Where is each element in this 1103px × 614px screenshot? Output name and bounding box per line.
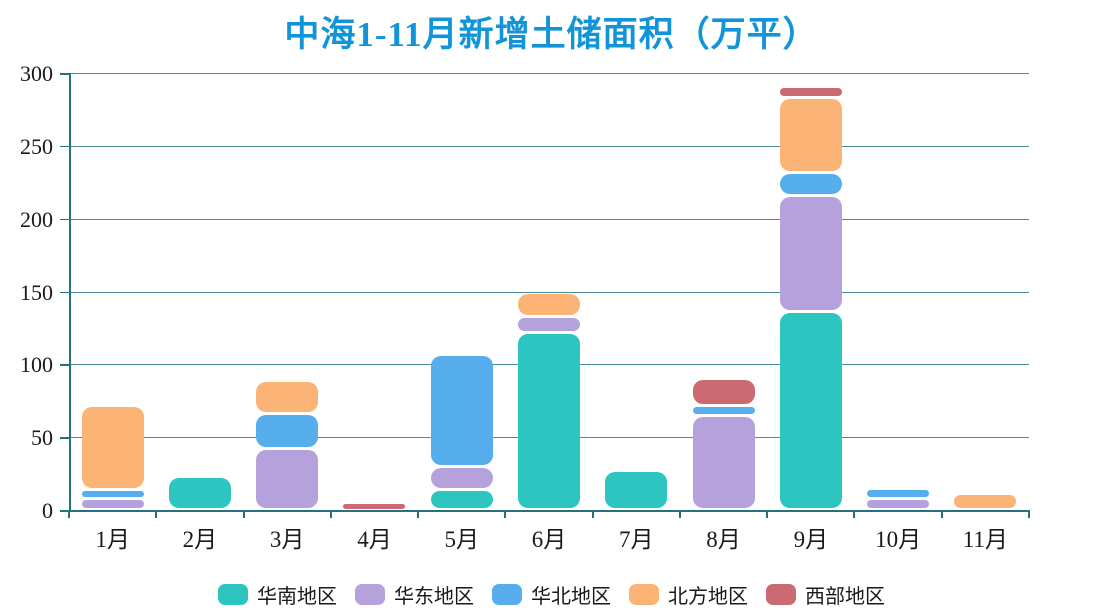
x-axis-category-label: 11月: [962, 527, 1008, 552]
y-axis-tick-label: 250: [20, 133, 53, 159]
legend-item-华南地区[interactable]: 华南地区: [218, 580, 337, 609]
bar-segment-华南地区: [605, 472, 668, 509]
y-axis-tick-label: 50: [31, 425, 53, 451]
legend-swatch-icon: [629, 584, 659, 605]
x-axis-line: [69, 510, 1029, 512]
bar-segment-华东地区: [867, 499, 930, 509]
bar-segment-北方地区: [954, 495, 1017, 509]
legend-swatch-icon: [218, 584, 248, 605]
bar-segment-华北地区: [430, 355, 493, 465]
legend-item-华东地区[interactable]: 华东地区: [355, 580, 474, 609]
y-axis-tick-label: 150: [20, 279, 53, 305]
bar-segment-华南地区: [518, 333, 580, 509]
y-axis-tick-label: 200: [20, 206, 53, 232]
x-axis-category-label: 7月: [619, 527, 654, 552]
x-axis-category-label: 6月: [531, 527, 567, 552]
legend-label: 华东地区: [394, 586, 474, 608]
y-tick: [60, 73, 69, 75]
bar-segment-北方地区: [256, 381, 319, 413]
bar-segment-华东地区: [430, 467, 493, 489]
legend-item-北方地区[interactable]: 北方地区: [629, 580, 748, 609]
bar-segment-华东地区: [518, 317, 580, 331]
bar-segment-西部地区: [779, 87, 842, 97]
gridline: [69, 291, 1029, 293]
legend-label: 北方地区: [668, 586, 748, 608]
x-tick: [329, 510, 332, 518]
x-axis-category-label: 8月: [706, 527, 741, 552]
x-axis-category-label: 1月: [95, 527, 130, 552]
y-axis-tick-label: 100: [20, 352, 53, 378]
y-axis-tick-label: 0: [42, 498, 53, 523]
x-tick: [1028, 510, 1030, 518]
bar-segment-华东地区: [779, 196, 842, 311]
x-tick: [68, 510, 70, 518]
y-axis-tick-label: 300: [20, 61, 53, 86]
legend-label: 华南地区: [257, 586, 337, 608]
y-tick: [60, 218, 69, 221]
bar-segment-西部地区: [343, 503, 406, 509]
bar-segment-华北地区: [779, 173, 842, 194]
y-tick: [60, 145, 69, 148]
x-tick: [853, 510, 856, 518]
x-axis-category-label: 10月: [875, 527, 922, 552]
x-tick: [766, 510, 769, 518]
legend: 华南地区 华东地区 华北地区 北方地区 西部地区: [0, 580, 1103, 609]
bar-segment-北方地区: [779, 99, 842, 171]
legend-item-西部地区[interactable]: 西部地区: [766, 580, 885, 609]
x-axis-category-label: 2月: [182, 527, 218, 552]
x-tick: [940, 510, 943, 518]
bar-segment-华南地区: [430, 491, 493, 509]
x-axis-category-label: 5月: [444, 527, 479, 552]
bar-segment-西部地区: [692, 380, 755, 404]
x-tick: [417, 510, 420, 518]
x-tick: [242, 510, 245, 518]
legend-swatch-icon: [355, 584, 385, 605]
gridline: [69, 218, 1029, 220]
chart-title: 中海1-11月新增土储面积（万平）: [284, 15, 819, 54]
x-tick: [678, 510, 681, 518]
y-tick: [60, 291, 69, 293]
x-axis-category-label: 4月: [357, 527, 392, 552]
bar-segment-华北地区: [81, 491, 144, 497]
legend-label: 华北地区: [531, 586, 611, 608]
gridline: [69, 73, 1029, 74]
bar-segment-华北地区: [692, 406, 755, 414]
bar-segment-华北地区: [256, 415, 319, 448]
bar-segment-华东地区: [81, 499, 144, 509]
y-axis-line: [69, 73, 71, 512]
x-axis-category-label: 9月: [793, 527, 829, 552]
bar-segment-北方地区: [81, 406, 144, 489]
bar-segment-华南地区: [168, 477, 231, 509]
legend-swatch-icon: [766, 584, 796, 605]
x-tick: [155, 510, 158, 518]
y-tick: [60, 510, 69, 512]
x-tick: [504, 510, 507, 518]
bar-segment-华南地区: [779, 313, 842, 509]
bar-segment-华东地区: [256, 450, 319, 509]
bar-segment-北方地区: [518, 294, 580, 315]
x-tick: [591, 510, 594, 518]
bar-segment-华北地区: [867, 489, 930, 497]
legend-swatch-icon: [492, 584, 522, 605]
y-tick: [60, 437, 69, 439]
legend-item-华北地区[interactable]: 华北地区: [492, 580, 611, 609]
x-axis-category-label: 3月: [269, 527, 305, 552]
y-tick: [60, 364, 69, 366]
legend-label: 西部地区: [805, 586, 885, 608]
gridline: [69, 145, 1029, 147]
bar-segment-华东地区: [692, 416, 755, 509]
